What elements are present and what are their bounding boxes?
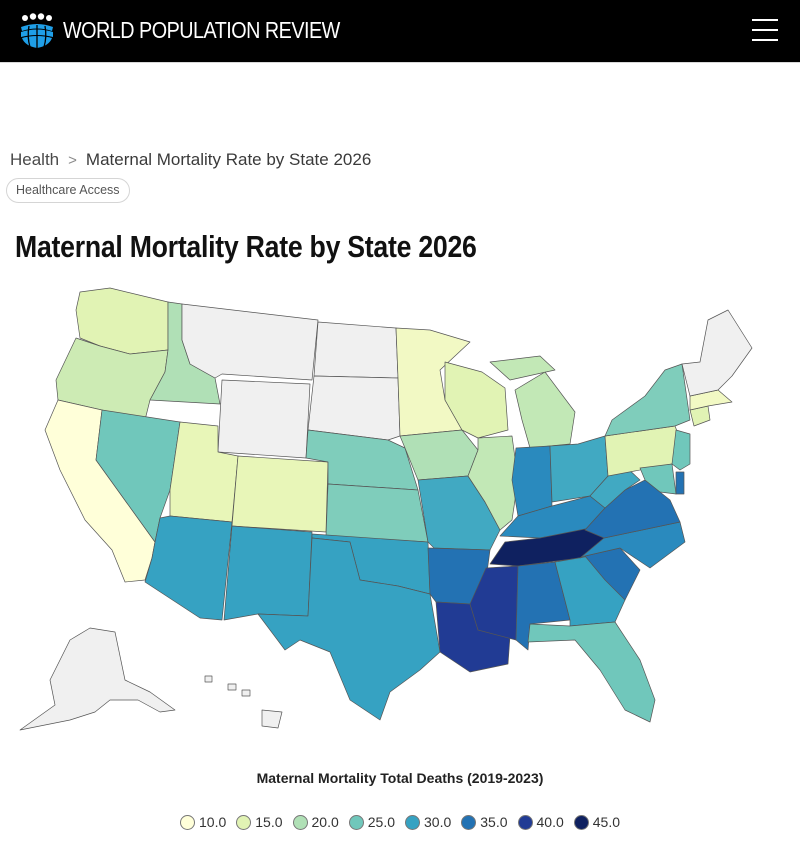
legend-swatch	[517, 814, 533, 830]
legend-item[interactable]: 30.0	[405, 814, 451, 830]
legend-swatch	[573, 814, 589, 830]
state-sd[interactable]	[307, 375, 401, 441]
legend-label: 25.0	[367, 814, 395, 830]
category-tag[interactable]: Healthcare Access	[6, 178, 130, 203]
state-fl[interactable]	[527, 621, 656, 723]
legend-swatch	[292, 814, 308, 830]
us-choropleth-map	[19, 287, 753, 731]
map-legend-title: Maternal Mortality Total Deaths (2019-20…	[256, 770, 544, 786]
state-wi[interactable]	[444, 361, 509, 439]
state-nd[interactable]	[313, 321, 399, 379]
state-tx[interactable]	[257, 537, 441, 721]
legend-item[interactable]: 40.0	[517, 814, 564, 830]
legend-label: 45.0	[592, 814, 620, 830]
legend-swatch	[348, 814, 364, 830]
state-ks[interactable]	[325, 483, 429, 543]
state-nm[interactable]	[223, 525, 313, 621]
legend-swatch	[180, 814, 195, 830]
state-ms[interactable]	[469, 565, 519, 641]
legend-item[interactable]: 20.0	[292, 814, 339, 830]
state-wy[interactable]	[217, 379, 311, 459]
hamburger-menu-icon[interactable]	[752, 19, 778, 43]
state-il[interactable]	[467, 435, 519, 531]
state-ak[interactable]	[19, 627, 176, 731]
breadcrumb-link-health[interactable]: Health	[10, 150, 60, 169]
state-md[interactable]	[639, 463, 677, 495]
state-mt[interactable]	[181, 303, 319, 381]
legend-label: 30.0	[424, 814, 452, 830]
legend-label: 40.0	[536, 814, 564, 830]
legend-swatch	[461, 814, 477, 830]
state-new-england-north[interactable]	[681, 309, 753, 397]
legend-label: 15.0	[255, 814, 283, 830]
legend-swatch	[236, 814, 252, 830]
state-co[interactable]	[231, 455, 329, 533]
state-de[interactable]	[675, 471, 685, 495]
legend-item[interactable]: 15.0	[236, 814, 283, 830]
legend-item[interactable]: 35.0	[461, 814, 508, 830]
legend-label: 35.0	[480, 814, 508, 830]
legend-item[interactable]: 10.0	[180, 814, 226, 830]
site-brand-name[interactable]: WORLD POPULATION REVIEW	[63, 17, 340, 43]
state-mi[interactable]	[489, 355, 576, 449]
top-navigation-bar: WORLD POPULATION REVIEW	[0, 0, 800, 63]
state-nj[interactable]	[671, 429, 691, 471]
state-az[interactable]	[144, 515, 233, 621]
legend-swatch	[405, 814, 420, 830]
breadcrumb-current: Maternal Mortality Rate by State 2026	[85, 150, 372, 169]
globe-people-icon[interactable]	[19, 13, 55, 49]
breadcrumb: Health > Maternal Mortality Rate by State …	[10, 150, 371, 170]
state-in[interactable]	[511, 445, 553, 517]
legend-item[interactable]: 25.0	[348, 814, 395, 830]
breadcrumb-separator: >	[68, 152, 77, 169]
map-legend: 10.0 15.0 20.0 25.0 30.0 35.0 40.0 45.0	[0, 814, 800, 830]
state-ny[interactable]	[604, 363, 691, 437]
legend-label: 20.0	[311, 814, 339, 830]
legend-item[interactable]: 45.0	[573, 814, 620, 830]
page-title: Maternal Mortality Rate by State 2026	[15, 229, 477, 264]
legend-label: 10.0	[199, 814, 227, 830]
state-hi[interactable]	[204, 675, 283, 729]
